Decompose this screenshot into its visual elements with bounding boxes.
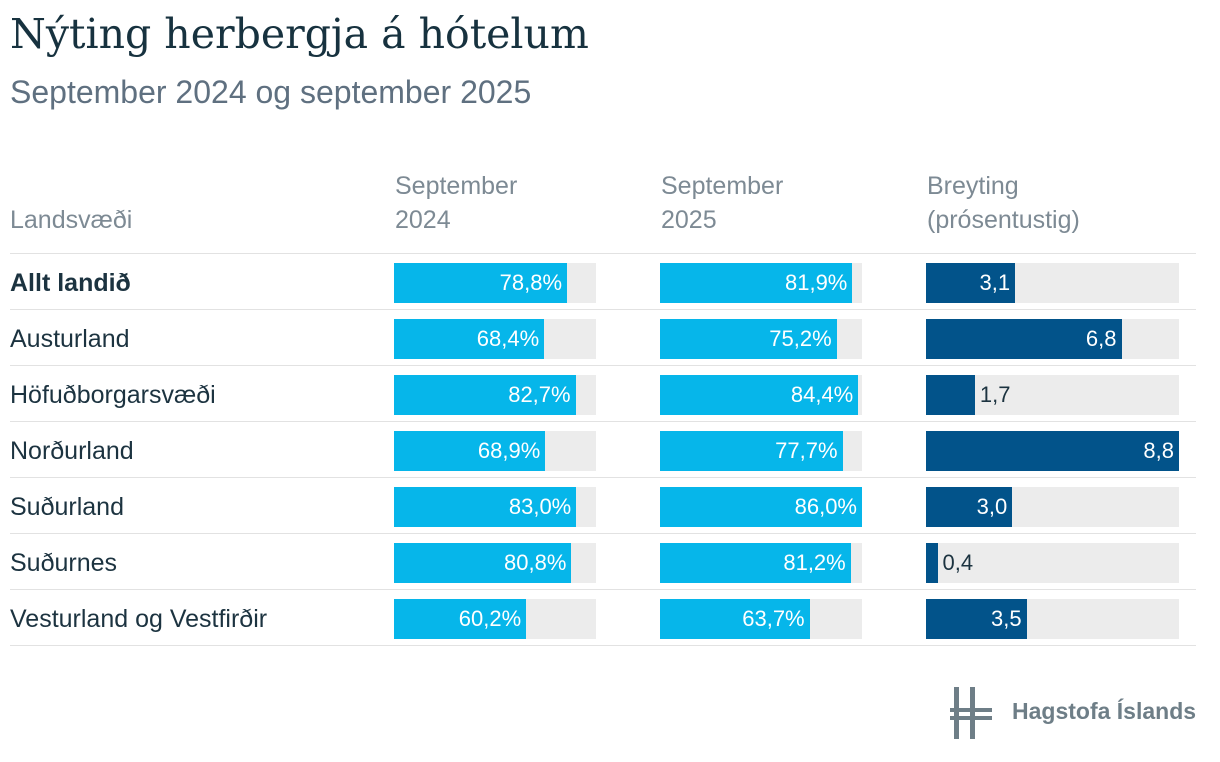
bar-sep2024: [394, 431, 546, 471]
bar-track-sep2025: 77,7%: [660, 431, 862, 471]
column-header-sep2024: September 2024: [395, 169, 517, 237]
bar-sep2024: [394, 375, 576, 415]
row-divider: [10, 533, 1196, 534]
bar-track-change: 6,8: [926, 319, 1179, 359]
bar-change: [926, 543, 938, 583]
bar-track-sep2024: 68,9%: [394, 431, 596, 471]
bar-sep2025: [660, 543, 851, 583]
bar-track-sep2024: 80,8%: [394, 543, 596, 583]
bar-sep2025: [660, 319, 837, 359]
data-label-sep2025: 77,7%: [775, 438, 838, 463]
data-label-change: 6,8: [1085, 326, 1117, 351]
hagstofa-logo-text: Hagstofa Íslands: [1012, 698, 1197, 724]
bar-track-sep2024: 78,8%: [394, 263, 596, 303]
bar-track-sep2025: 75,2%: [660, 319, 862, 359]
column-header-change-line2: (prósentustig): [927, 206, 1080, 234]
row-divider: [10, 309, 1196, 310]
bar-sep2025: [660, 375, 859, 415]
data-label-sep2024: 68,9%: [477, 438, 541, 463]
bar-change: [926, 375, 975, 415]
data-label-change: 3,1: [979, 270, 1011, 295]
data-label-change: 3,0: [976, 494, 1008, 519]
data-label-change: 8,8: [1143, 438, 1174, 463]
bar-sep2024: [394, 263, 568, 303]
column-header-sep2025-line2: 2025: [661, 206, 717, 234]
column-header-sep2025-line1: September: [661, 172, 784, 200]
bar-change: [926, 487, 1013, 527]
row-label: Suðurnes: [10, 549, 118, 577]
column-header-sep2024-line1: September: [395, 172, 518, 200]
data-label-sep2024: 82,7%: [508, 382, 571, 407]
column-header-change-line1: Breyting: [927, 172, 1019, 200]
bar-track-sep2025: 63,7%: [660, 599, 862, 639]
hagstofa-logo: Hagstofa Íslands: [950, 687, 1200, 739]
bar-change: [926, 263, 1016, 303]
row-divider: [10, 645, 1196, 646]
column-header-sep2024-line2: 2024: [395, 206, 451, 234]
bar-sep2025: [660, 263, 853, 303]
bar-sep2025: [660, 487, 862, 527]
data-label-sep2024: 68,4%: [476, 326, 540, 351]
bar-sep2024: [394, 319, 545, 359]
row-divider: [10, 421, 1196, 422]
row-label: Suðurland: [10, 493, 124, 521]
chart-subtitle: September 2024 og september 2025: [10, 74, 532, 110]
data-label-sep2025: 81,2%: [783, 550, 846, 575]
row-label: Vesturland og Vestfirðir: [10, 605, 268, 633]
data-label-sep2025: 81,9%: [784, 270, 848, 295]
data-label-sep2025: 86,0%: [794, 494, 857, 519]
bar-sep2024: [394, 543, 572, 583]
column-header-sep2025: September 2025: [661, 169, 783, 237]
data-label-sep2025: 75,2%: [769, 326, 832, 351]
bar-track-change: 1,7: [926, 375, 1179, 415]
bar-track-sep2024: 83,0%: [394, 487, 596, 527]
bar-track-change: 3,0: [926, 487, 1179, 527]
row-label: Allt landið: [10, 269, 131, 297]
chart-title: Nýting herbergja á hótelum: [10, 10, 589, 58]
data-label-sep2024: 78,8%: [499, 270, 563, 295]
row-divider: [10, 477, 1196, 478]
bar-track-sep2025: 81,2%: [660, 543, 862, 583]
data-label-sep2024: 83,0%: [508, 494, 572, 519]
bar-change: [926, 599, 1027, 639]
data-label-sep2025: 63,7%: [742, 606, 805, 631]
bar-track-change: 8,8: [926, 431, 1179, 471]
row-divider: [10, 365, 1196, 366]
column-header-region-text: Landsvæði: [10, 206, 133, 234]
data-label-change: 3,5: [991, 606, 1022, 631]
data-label-sep2024: 80,8%: [504, 550, 567, 575]
hagstofa-logo-mark-icon: [950, 687, 992, 739]
bar-track-change: 0,4: [926, 543, 1179, 583]
bar-track-sep2024: 60,2%: [394, 599, 596, 639]
bar-sep2024: [394, 599, 527, 639]
row-divider: [10, 589, 1196, 590]
bar-track-sep2024: 68,4%: [394, 319, 596, 359]
bar-track-sep2025: 81,9%: [660, 263, 862, 303]
column-header-change: Breyting (prósentustig): [927, 169, 1080, 237]
bar-change: [926, 319, 1122, 359]
bar-track-sep2024: 82,7%: [394, 375, 596, 415]
data-label-sep2025: 84,4%: [790, 382, 854, 407]
row-label: Höfuðborgarsvæði: [10, 381, 216, 409]
data-label-change: 1,7: [979, 382, 1011, 407]
header-divider: [10, 253, 1196, 254]
data-label-sep2024: 60,2%: [458, 606, 522, 631]
bar-track-change: 3,5: [926, 599, 1179, 639]
bar-track-sep2025: 86,0%: [660, 487, 862, 527]
bar-sep2025: [660, 599, 810, 639]
bar-change: [926, 431, 1179, 471]
bar-track-change: 3,1: [926, 263, 1179, 303]
row-label: Norðurland: [10, 437, 134, 465]
bar-track-sep2025: 84,4%: [660, 375, 862, 415]
column-header-region: Landsvæði: [10, 203, 132, 237]
bar-sep2025: [660, 431, 843, 471]
data-label-change: 0,4: [942, 550, 974, 575]
row-label: Austurland: [10, 325, 130, 353]
bar-sep2024: [394, 487, 577, 527]
